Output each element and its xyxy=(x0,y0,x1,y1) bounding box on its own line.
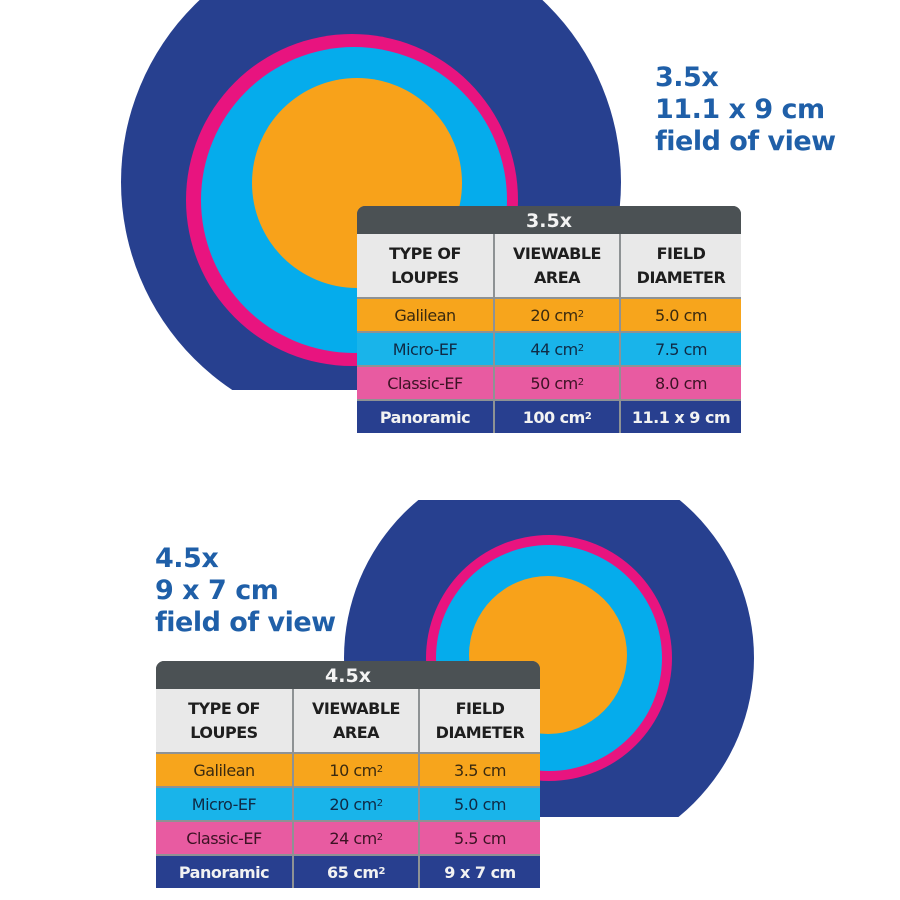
table-title: 4.5x xyxy=(156,661,540,689)
cell-type: Panoramic xyxy=(156,856,292,888)
fov-caption-label: field of view xyxy=(155,607,336,638)
header-field-diameter: FIELD DIAMETER xyxy=(418,689,540,752)
fov-caption-label: field of view xyxy=(655,126,836,157)
cell-diameter: 9 x 7 cm xyxy=(418,856,540,888)
cell-area: 10 cm 2 xyxy=(292,754,418,786)
cell-diameter: 3.5 cm xyxy=(418,754,540,786)
fov-dimensions-label: 9 x 7 cm xyxy=(155,575,279,606)
fov-dimensions-label: 11.1 x 9 cm xyxy=(655,94,825,125)
cell-type: Classic-EF xyxy=(357,367,493,399)
fov-label-3-5x: 3.5x 11.1 x 9 cm field of view xyxy=(655,62,836,158)
cell-area: 50 cm 2 xyxy=(493,367,619,399)
table-row: Micro-EF 44 cm 2 7.5 cm xyxy=(357,331,741,365)
cell-diameter: 5.5 cm xyxy=(418,822,540,854)
table-header-row: TYPE OF LOUPES VIEWABLE AREA FIELD DIAMETER xyxy=(357,234,741,297)
comparison-table-3-5x: 3.5x TYPE OF LOUPES VIEWABLE AREA FIELD DIA… xyxy=(357,206,741,433)
cell-type: Micro-EF xyxy=(156,788,292,820)
cell-diameter: 8.0 cm xyxy=(619,367,741,399)
magnification-label: 3.5x xyxy=(655,62,719,93)
table-row: Galilean 20 cm 2 5.0 cm xyxy=(357,297,741,331)
table-row: Micro-EF 20 cm 2 5.0 cm xyxy=(156,786,540,820)
cell-type: Classic-EF xyxy=(156,822,292,854)
table-header-row: TYPE OF LOUPES VIEWABLE AREA FIELD DIAMETER xyxy=(156,689,540,752)
cell-diameter: 11.1 x 9 cm xyxy=(619,401,741,433)
table-row: Classic-EF 50 cm 2 8.0 cm xyxy=(357,365,741,399)
header-type-of-loupes: TYPE OF LOUPES xyxy=(357,234,493,297)
header-viewable-area: VIEWABLE AREA xyxy=(292,689,418,752)
cell-type: Galilean xyxy=(357,299,493,331)
header-type-of-loupes: TYPE OF LOUPES xyxy=(156,689,292,752)
cell-area: 20 cm 2 xyxy=(493,299,619,331)
fov-label-4-5x: 4.5x 9 x 7 cm field of view xyxy=(155,543,336,639)
cell-diameter: 5.0 cm xyxy=(418,788,540,820)
table-row: Panoramic 65 cm 2 9 x 7 cm xyxy=(156,854,540,888)
cell-type: Micro-EF xyxy=(357,333,493,365)
table-row: Galilean 10 cm 2 3.5 cm xyxy=(156,752,540,786)
comparison-table-4-5x: 4.5x TYPE OF LOUPES VIEWABLE AREA FIELD DIA… xyxy=(156,661,540,888)
table-row: Panoramic 100 cm 2 11.1 x 9 cm xyxy=(357,399,741,433)
cell-diameter: 7.5 cm xyxy=(619,333,741,365)
cell-area: 100 cm 2 xyxy=(493,401,619,433)
cell-type: Panoramic xyxy=(357,401,493,433)
cell-area: 24 cm 2 xyxy=(292,822,418,854)
cell-type: Galilean xyxy=(156,754,292,786)
table-row: Classic-EF 24 cm 2 5.5 cm xyxy=(156,820,540,854)
cell-diameter: 5.0 cm xyxy=(619,299,741,331)
cell-area: 20 cm 2 xyxy=(292,788,418,820)
cell-area: 44 cm 2 xyxy=(493,333,619,365)
table-title: 3.5x xyxy=(357,206,741,234)
magnification-label: 4.5x xyxy=(155,543,219,574)
header-viewable-area: VIEWABLE AREA xyxy=(493,234,619,297)
cell-area: 65 cm 2 xyxy=(292,856,418,888)
header-field-diameter: FIELD DIAMETER xyxy=(619,234,741,297)
